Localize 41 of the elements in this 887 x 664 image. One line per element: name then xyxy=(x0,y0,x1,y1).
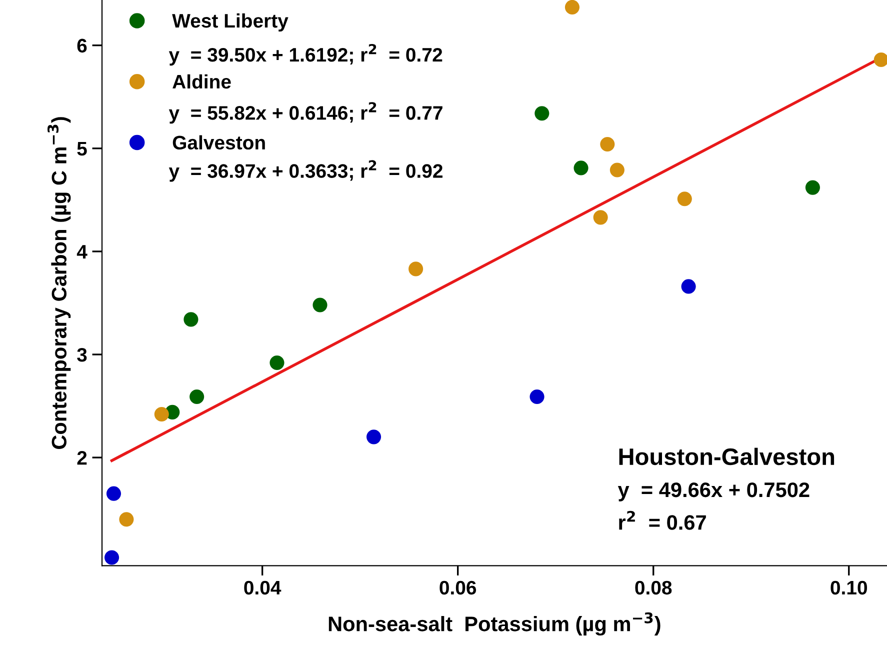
x-tick-label: 0.10 xyxy=(830,580,867,595)
annotation: r$^{2}$ = 0.67 xyxy=(619,510,706,530)
y-axis-title: Contemporary Carbon (µg C m$^{−3}$) xyxy=(48,117,71,449)
point xyxy=(600,136,615,152)
x-axis-title: Non-sea-salt Potassium (µg m$^{−3}$) xyxy=(328,612,660,636)
point xyxy=(154,406,169,422)
annotation: y = 39.50x + 1.6192; r$^{2}$ = 0.72 xyxy=(168,44,442,66)
point xyxy=(190,389,204,404)
y-tick-label: 3 xyxy=(77,348,87,362)
point xyxy=(610,162,624,178)
point xyxy=(874,52,887,68)
point xyxy=(408,262,424,276)
point xyxy=(534,106,550,121)
point xyxy=(564,0,580,14)
point xyxy=(677,192,692,206)
legend-label: Galveston xyxy=(172,135,265,150)
point xyxy=(681,279,696,294)
annotation: y = 36.97x + 0.3633; r$^{2}$ = 0.92 xyxy=(168,160,442,182)
point xyxy=(184,312,198,327)
point xyxy=(270,355,284,370)
point xyxy=(119,512,134,527)
annotation: y = 49.66x + 0.7502 xyxy=(618,482,810,502)
point xyxy=(530,389,544,404)
point xyxy=(312,298,328,312)
legend-label: Aldine xyxy=(172,74,231,89)
y-tick-label: 4 xyxy=(76,245,88,258)
point xyxy=(104,550,120,565)
x-tick-label: 0.06 xyxy=(440,580,476,595)
y-tick-label: 6 xyxy=(77,38,87,53)
y-tick-label: 5 xyxy=(77,142,87,156)
point xyxy=(366,430,382,444)
annotation: y = 55.82x + 0.6146; r$^{2}$ = 0.77 xyxy=(168,102,442,124)
point xyxy=(574,160,588,176)
point xyxy=(593,210,608,225)
y-tick-label: 2 xyxy=(77,450,87,465)
annotation: Houston-Galveston xyxy=(619,448,834,466)
x-tick-label: 0.04 xyxy=(244,580,282,595)
x-tick-label: 0.08 xyxy=(635,580,672,595)
point xyxy=(805,180,820,195)
legend-label: West Liberty xyxy=(172,13,288,32)
point xyxy=(106,486,122,501)
